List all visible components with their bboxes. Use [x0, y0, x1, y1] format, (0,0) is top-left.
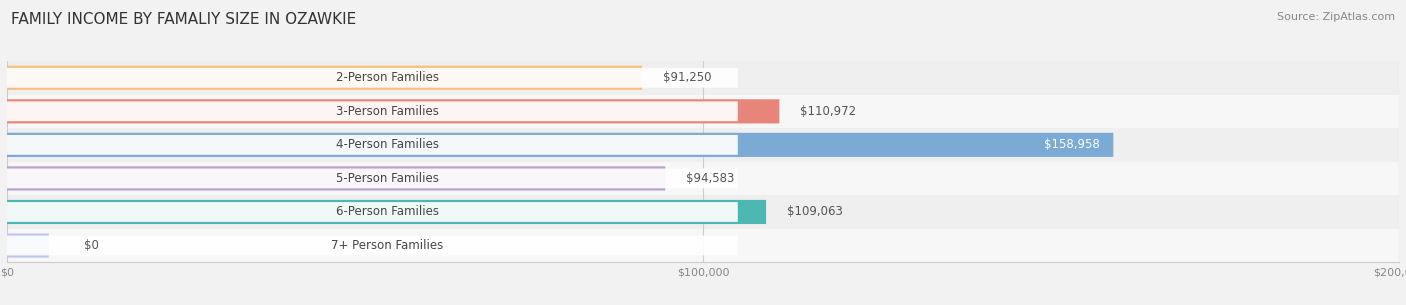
Text: $94,583: $94,583 — [686, 172, 734, 185]
FancyBboxPatch shape — [7, 133, 1114, 157]
Text: 4-Person Families: 4-Person Families — [336, 138, 439, 151]
Text: 5-Person Families: 5-Person Families — [336, 172, 439, 185]
FancyBboxPatch shape — [7, 99, 779, 124]
FancyBboxPatch shape — [7, 66, 643, 90]
Text: $158,958: $158,958 — [1043, 138, 1099, 151]
FancyBboxPatch shape — [7, 236, 738, 255]
Text: 3-Person Families: 3-Person Families — [336, 105, 439, 118]
FancyBboxPatch shape — [7, 169, 738, 188]
Bar — [7, 95, 1399, 128]
FancyBboxPatch shape — [7, 202, 738, 222]
Bar — [7, 128, 1399, 162]
Text: $91,250: $91,250 — [664, 71, 711, 84]
FancyBboxPatch shape — [7, 233, 49, 258]
Text: 7+ Person Families: 7+ Person Families — [330, 239, 443, 252]
FancyBboxPatch shape — [7, 68, 738, 88]
Bar — [7, 61, 1399, 95]
Text: Source: ZipAtlas.com: Source: ZipAtlas.com — [1277, 12, 1395, 22]
Text: FAMILY INCOME BY FAMALIY SIZE IN OZAWKIE: FAMILY INCOME BY FAMALIY SIZE IN OZAWKIE — [11, 12, 357, 27]
Bar — [7, 162, 1399, 195]
Text: 2-Person Families: 2-Person Families — [336, 71, 439, 84]
FancyBboxPatch shape — [7, 135, 738, 155]
Text: $0: $0 — [83, 239, 98, 252]
Bar — [7, 195, 1399, 229]
Text: $110,972: $110,972 — [800, 105, 856, 118]
FancyBboxPatch shape — [7, 166, 665, 191]
Text: $109,063: $109,063 — [787, 206, 842, 218]
FancyBboxPatch shape — [7, 102, 738, 121]
FancyBboxPatch shape — [7, 200, 766, 224]
Text: 6-Person Families: 6-Person Families — [336, 206, 439, 218]
Bar — [7, 229, 1399, 262]
